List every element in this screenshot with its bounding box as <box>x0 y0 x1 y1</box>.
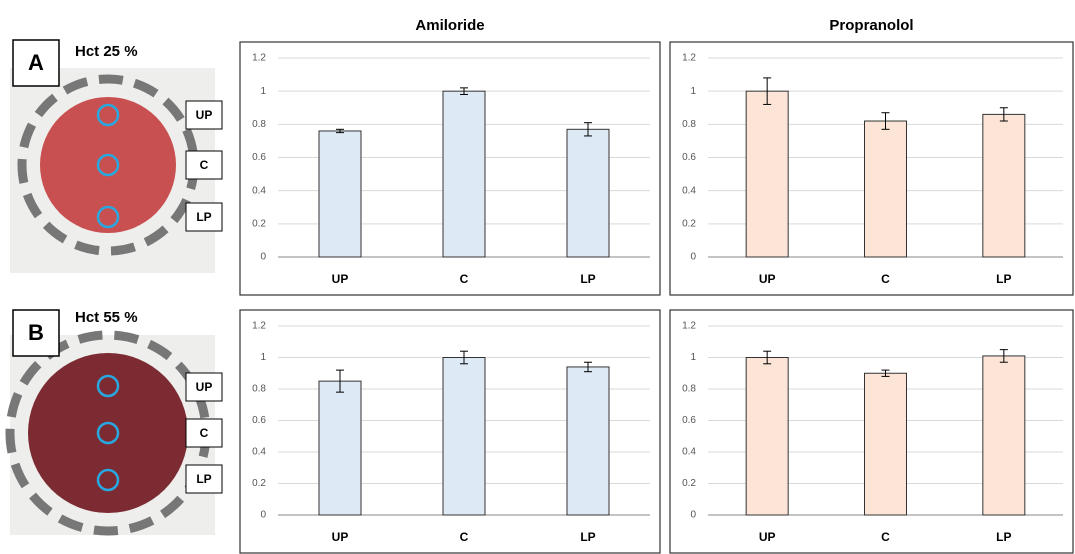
bar <box>865 373 907 515</box>
panel-label: Hct 55 % <box>75 309 138 326</box>
y-tick-label: 0.4 <box>682 447 696 458</box>
y-tick-label: 0.4 <box>252 185 266 196</box>
y-tick-label: 0.2 <box>682 218 696 229</box>
y-tick-label: 0.4 <box>252 447 266 458</box>
x-tick-label: UP <box>759 530 776 544</box>
x-tick-label: LP <box>996 272 1011 286</box>
x-tick-label: UP <box>332 530 349 544</box>
y-tick-label: 0.4 <box>682 185 696 196</box>
y-tick-label: 0.2 <box>252 218 266 229</box>
x-tick-label: C <box>460 530 469 544</box>
y-tick-label: 0.6 <box>252 415 266 426</box>
panel-letter: B <box>28 320 44 345</box>
y-tick-label: 0.8 <box>252 384 266 395</box>
spot-label: LP <box>196 210 211 224</box>
y-tick-label: 1.2 <box>252 53 266 64</box>
spot-label: C <box>200 158 209 172</box>
y-tick-label: 0 <box>690 252 696 263</box>
y-tick-label: 0.8 <box>682 384 696 395</box>
y-tick-label: 0 <box>690 510 696 521</box>
bar <box>567 367 609 515</box>
bar <box>567 129 609 257</box>
y-tick-label: 0.8 <box>682 119 696 130</box>
chart-title: Amiloride <box>415 17 484 34</box>
figure: A Hct 25 % UP C LP B Hct 55 % UP C LP Am… <box>0 0 1075 554</box>
y-tick-label: 1.2 <box>252 321 266 332</box>
x-tick-label: UP <box>759 272 776 286</box>
x-tick-label: UP <box>332 272 349 286</box>
x-tick-label: LP <box>580 272 595 286</box>
y-tick-label: 1 <box>260 352 266 363</box>
x-tick-label: C <box>881 272 890 286</box>
spot-label: C <box>200 426 209 440</box>
y-tick-label: 0 <box>260 252 266 263</box>
x-tick-label: C <box>460 272 469 286</box>
bar <box>983 356 1025 515</box>
bar <box>319 131 361 257</box>
bar <box>865 121 907 257</box>
y-tick-label: 0.6 <box>682 152 696 163</box>
y-tick-label: 0 <box>260 510 266 521</box>
bar <box>746 91 788 257</box>
bar <box>319 381 361 515</box>
spot-label: UP <box>196 108 213 122</box>
panel-label: Hct 25 % <box>75 43 138 60</box>
bar <box>983 114 1025 257</box>
y-tick-label: 0.6 <box>682 415 696 426</box>
x-tick-label: LP <box>580 530 595 544</box>
y-tick-label: 1 <box>690 352 696 363</box>
y-tick-label: 1.2 <box>682 53 696 64</box>
y-tick-label: 0.6 <box>252 152 266 163</box>
bar <box>443 358 485 516</box>
x-tick-label: LP <box>996 530 1011 544</box>
photo-a <box>10 40 222 273</box>
panel-letter: A <box>28 50 44 75</box>
y-tick-label: 1.2 <box>682 321 696 332</box>
bar <box>443 91 485 257</box>
y-tick-label: 1 <box>260 86 266 97</box>
spot-label: LP <box>196 472 211 486</box>
y-tick-label: 0.2 <box>682 478 696 489</box>
chart-title: Propranolol <box>829 17 913 34</box>
bar <box>746 358 788 516</box>
y-tick-label: 0.2 <box>252 478 266 489</box>
x-tick-label: C <box>881 530 890 544</box>
y-tick-label: 0.8 <box>252 119 266 130</box>
y-tick-label: 1 <box>690 86 696 97</box>
spot-label: UP <box>196 380 213 394</box>
